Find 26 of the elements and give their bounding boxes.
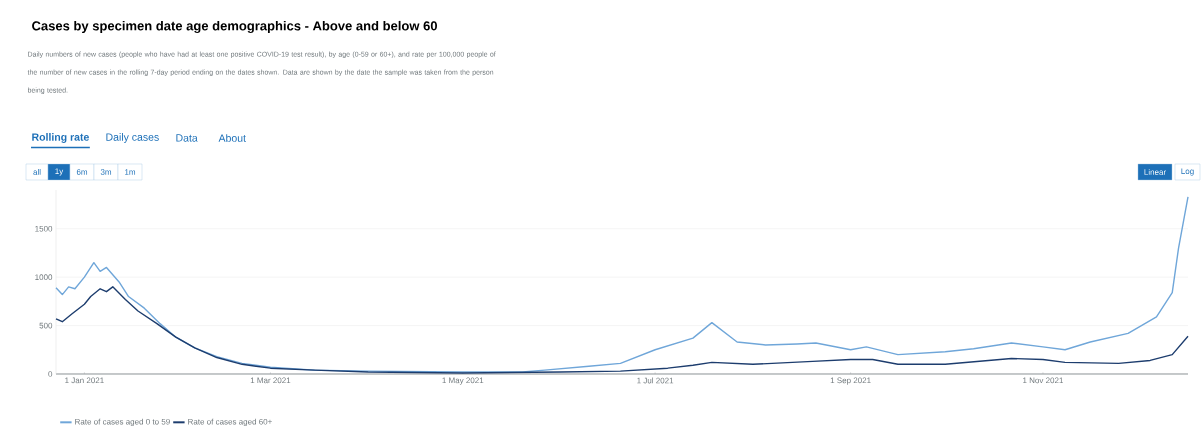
text: Linear xyxy=(1144,169,1166,175)
text: 6m xyxy=(76,169,88,175)
x-tick-label: 1 Nov 2021 xyxy=(1023,377,1064,384)
text: all xyxy=(33,169,41,175)
legend-label: Rate of cases aged 0 to 59 xyxy=(75,418,170,427)
text: Data xyxy=(176,134,198,142)
text: 3m xyxy=(100,169,112,175)
legend-label: Rate of cases aged 60+ xyxy=(188,418,272,427)
line-series xyxy=(55,196,1189,373)
y-tick-label: 0 xyxy=(48,371,53,377)
y-tick-label: 500 xyxy=(39,322,53,329)
text: Log xyxy=(1181,168,1194,176)
text: Rolling rate xyxy=(32,133,89,143)
y-tick-label: 1000 xyxy=(35,274,53,280)
chart-title: Cases by specimen date age demographics - Above and below 60 xyxy=(32,20,438,34)
text: Daily cases xyxy=(106,133,159,143)
text: 1y xyxy=(55,168,64,176)
y-tick-label: 1500 xyxy=(35,225,53,232)
line-series xyxy=(55,286,1189,374)
text: 1m xyxy=(125,169,136,175)
x-tick-label: 1 Sep 2021 xyxy=(830,377,871,385)
x-tick-label: 1 May 2021 xyxy=(442,377,484,385)
x-tick-label: 1 Mar 2021 xyxy=(250,377,291,384)
x-tick-label: 1 Jul 2021 xyxy=(637,377,674,384)
x-tick-label: 1 Jan 2021 xyxy=(65,377,104,384)
text: About xyxy=(218,134,246,142)
